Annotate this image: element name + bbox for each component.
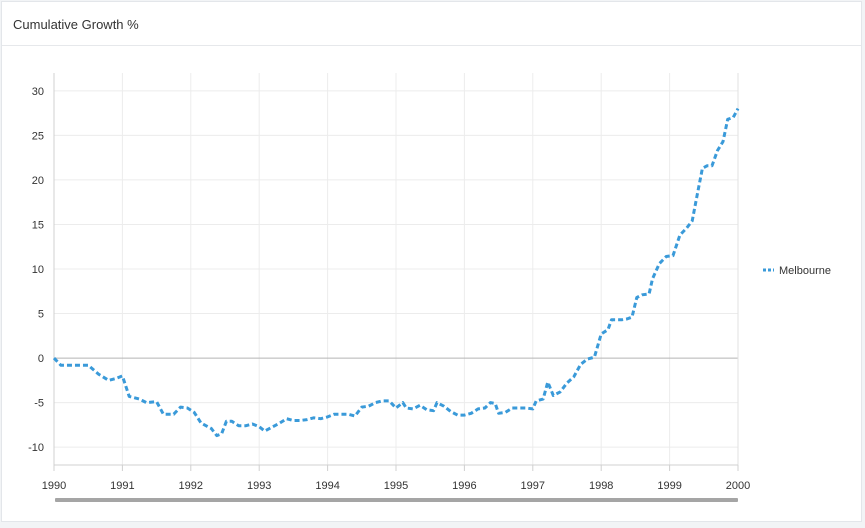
y-tick-label: 5 [38, 309, 44, 321]
x-tick-label: 2000 [726, 480, 750, 492]
y-tick-label: 10 [32, 264, 44, 276]
y-tick-label: 20 [32, 175, 44, 187]
x-tick-label: 1990 [42, 480, 66, 492]
x-tick-label: 1996 [452, 480, 476, 492]
x-tick-label: 1993 [247, 480, 271, 492]
x-tick-label: 1995 [384, 480, 408, 492]
legend-label[interactable]: Melbourne [779, 265, 831, 277]
range-scrollbar[interactable] [55, 498, 738, 502]
x-tick-label: 1992 [179, 480, 203, 492]
y-tick-label: 30 [32, 86, 44, 98]
y-tick-label: -10 [28, 442, 44, 454]
x-tick-label: 1994 [315, 480, 339, 492]
x-tick-label: 1991 [110, 480, 134, 492]
x-tick-label: 1997 [521, 480, 545, 492]
panel-header: Cumulative Growth % [2, 2, 861, 46]
y-tick-label: 0 [38, 353, 44, 365]
grid [54, 73, 738, 465]
y-tick-label: 15 [32, 219, 44, 231]
legend[interactable]: Melbourne [763, 265, 831, 277]
panel-title: Cumulative Growth % [13, 17, 139, 32]
x-tick-label: 1999 [657, 480, 681, 492]
axes: 1990 1991 1992 1993 1994 1995 1996 1997 1998 1999… [28, 73, 750, 492]
y-tick-label: 25 [32, 130, 44, 142]
x-tick-label: 1998 [589, 480, 613, 492]
y-tick-label: -5 [34, 398, 44, 410]
